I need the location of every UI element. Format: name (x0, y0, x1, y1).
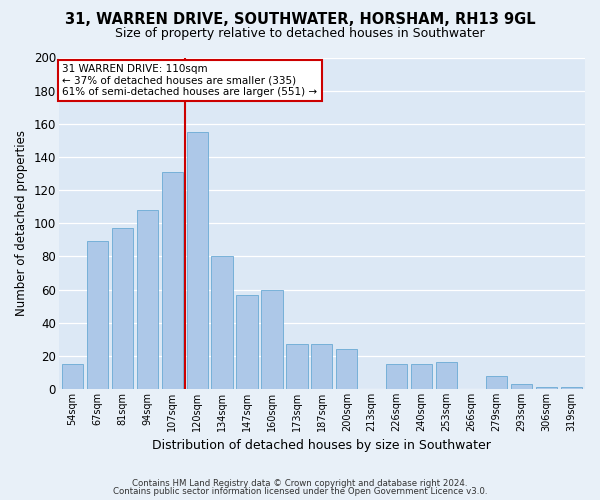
X-axis label: Distribution of detached houses by size in Southwater: Distribution of detached houses by size … (152, 440, 491, 452)
Text: Contains public sector information licensed under the Open Government Licence v3: Contains public sector information licen… (113, 487, 487, 496)
Bar (137, 210, 158, 389)
Bar (411, 364, 432, 389)
Bar (436, 362, 457, 389)
Bar (87, 242, 108, 389)
Bar (511, 384, 532, 389)
Bar (112, 228, 133, 389)
Bar (311, 344, 332, 389)
Bar (386, 364, 407, 389)
Y-axis label: Number of detached properties: Number of detached properties (15, 130, 28, 316)
Bar (211, 256, 233, 389)
Bar (262, 290, 283, 389)
Text: Size of property relative to detached houses in Southwater: Size of property relative to detached ho… (115, 28, 485, 40)
Text: Contains HM Land Registry data © Crown copyright and database right 2024.: Contains HM Land Registry data © Crown c… (132, 478, 468, 488)
Text: 31 WARREN DRIVE: 110sqm
← 37% of detached houses are smaller (335)
61% of semi-d: 31 WARREN DRIVE: 110sqm ← 37% of detache… (62, 64, 317, 98)
Bar (536, 388, 557, 389)
Bar (187, 132, 208, 389)
Bar (62, 364, 83, 389)
Text: 31, WARREN DRIVE, SOUTHWATER, HORSHAM, RH13 9GL: 31, WARREN DRIVE, SOUTHWATER, HORSHAM, R… (65, 12, 535, 28)
Bar (161, 172, 183, 389)
Bar (486, 376, 507, 389)
Bar (560, 388, 582, 389)
Bar (286, 344, 308, 389)
Bar (236, 294, 257, 389)
Bar (336, 349, 358, 389)
